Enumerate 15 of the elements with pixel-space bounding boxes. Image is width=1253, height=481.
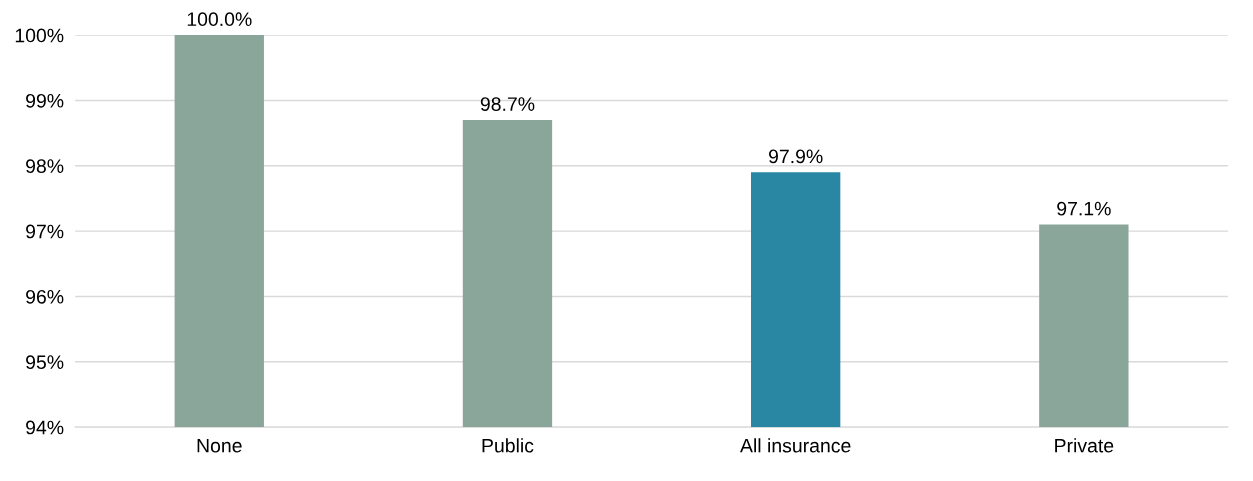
y-tick-label: 99% xyxy=(26,93,64,108)
x-tick-label: Public xyxy=(482,438,534,453)
data-label: 100.0% xyxy=(187,12,252,27)
data-label: 97.1% xyxy=(1057,201,1111,216)
x-tick-label: Private xyxy=(1055,438,1114,453)
y-tick-label: 95% xyxy=(26,355,64,370)
y-tick-label: 96% xyxy=(26,289,64,304)
x-tick-label: None xyxy=(197,438,242,453)
y-tick-label: 100% xyxy=(15,28,64,43)
y-tick-label: 97% xyxy=(26,224,64,239)
x-tick-label: All insurance xyxy=(740,438,851,453)
data-label: 98.7% xyxy=(480,97,535,111)
y-tick-label: 98% xyxy=(26,159,64,174)
data-label: 97.9% xyxy=(769,149,823,164)
y-tick-label: 94% xyxy=(26,420,64,435)
